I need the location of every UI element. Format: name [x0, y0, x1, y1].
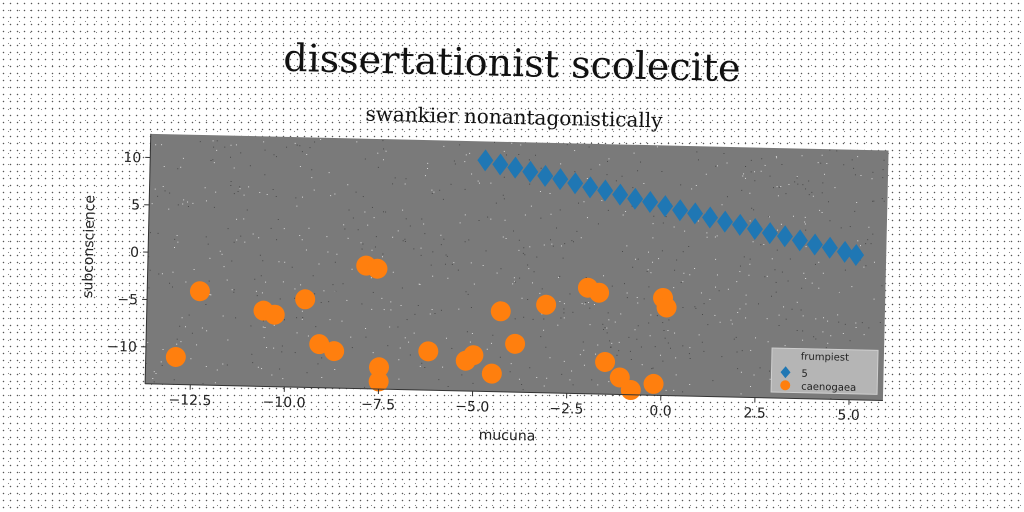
- x-tick-label: 2.5: [743, 405, 766, 422]
- y-axis-line: [144, 133, 152, 384]
- y-axis-label: subconscience: [80, 195, 98, 298]
- legend-label-1: caenogaea: [801, 382, 856, 394]
- series-1-point-18: [589, 282, 610, 303]
- y-tick-label: 10: [123, 150, 141, 166]
- series-0-point-4: [537, 164, 554, 187]
- legend-marker-1: [780, 380, 791, 391]
- x-tick-label: 5.0: [837, 407, 860, 424]
- x-tick-label: 0.0: [649, 403, 672, 420]
- legend-title: frumpiest: [801, 352, 849, 364]
- legend: frumpiest 5 caenogaea: [770, 347, 879, 395]
- x-axis: −12.5 −10.0 −7.5 −5.0 −2.5 0.0 2.5 5.0: [145, 383, 883, 424]
- series-0-point-23: [821, 236, 838, 259]
- legend-label-0: 5: [801, 369, 808, 380]
- series-0-point-11: [642, 190, 659, 213]
- chart-title: dissertationist scolecite: [283, 36, 741, 90]
- y-tick-label: 0: [130, 245, 139, 261]
- series-1-point-4: [309, 334, 330, 355]
- plot-area: −12.5 −10.0 −7.5 −5.0 −2.5 0.0 2.5 5.0 −10 −5 0 5 1…: [80, 133, 889, 445]
- series-0-point-8: [597, 179, 614, 202]
- series-1-point-5: [324, 341, 345, 362]
- x-tick-label: −7.5: [361, 397, 395, 414]
- chart-subtitle: swankier nonantagonistically: [365, 102, 663, 133]
- series-0-point-10: [627, 187, 644, 210]
- series-0-point-6: [567, 172, 584, 195]
- series-1-point-25: [165, 346, 186, 367]
- series-0-point-7: [582, 176, 599, 199]
- series-1-point-19: [595, 351, 616, 372]
- legend-marker-0: [780, 366, 791, 379]
- series-0-point-21: [791, 229, 808, 252]
- x-tick-label: −2.5: [549, 401, 583, 418]
- series-0-point-14: [687, 202, 704, 225]
- series-0-point-13: [672, 199, 689, 222]
- series-0-point-16: [717, 210, 734, 233]
- series-1-point-12: [463, 345, 484, 366]
- series-1-point-3: [295, 289, 316, 310]
- series-0-point-1: [492, 153, 509, 176]
- series-0-point-9: [612, 183, 629, 206]
- series-1-point-7: [367, 258, 388, 279]
- y-tick-label: 5: [131, 197, 140, 213]
- series-1-point-24: [656, 297, 677, 318]
- x-axis-label: mucuna: [479, 427, 536, 444]
- series-1-point-8: [368, 357, 389, 378]
- series-layer: [165, 149, 865, 401]
- series-1-point-9: [368, 371, 389, 392]
- series-1-point-14: [490, 301, 511, 322]
- series-0-point-5: [552, 168, 569, 191]
- series-0-point-25: [848, 243, 865, 266]
- series-0-point-24: [836, 240, 853, 263]
- series-0-point-17: [732, 213, 749, 236]
- series-0-point-12: [657, 195, 674, 218]
- series-1-point-16: [536, 294, 557, 315]
- y-axis: −10 −5 0 5 10: [107, 133, 152, 384]
- plot-background: [145, 133, 889, 401]
- series-0-point-22: [806, 233, 823, 256]
- series-1-point-15: [505, 333, 526, 354]
- x-tick-label: −12.5: [168, 392, 211, 409]
- y-tick-label: −5: [117, 292, 138, 308]
- series-1-point-0: [189, 281, 210, 302]
- legend-box: [770, 347, 879, 395]
- series-1-point-10: [418, 341, 439, 362]
- series-0-point-2: [507, 156, 524, 179]
- series-0-point-18: [746, 217, 763, 240]
- series-1-point-22: [643, 373, 664, 394]
- series-0-point-3: [522, 160, 539, 183]
- series-0-point-15: [702, 206, 719, 229]
- x-tick-label: −5.0: [455, 399, 489, 416]
- series-0-point-20: [776, 225, 793, 248]
- series-1-point-2: [264, 304, 285, 325]
- series-0-point-19: [761, 222, 778, 245]
- x-axis-line: [145, 383, 883, 401]
- series-0-point-0: [477, 149, 494, 172]
- x-tick-label: −10.0: [262, 394, 305, 411]
- series-1-point-13: [481, 363, 502, 384]
- y-tick-label: −10: [107, 339, 137, 356]
